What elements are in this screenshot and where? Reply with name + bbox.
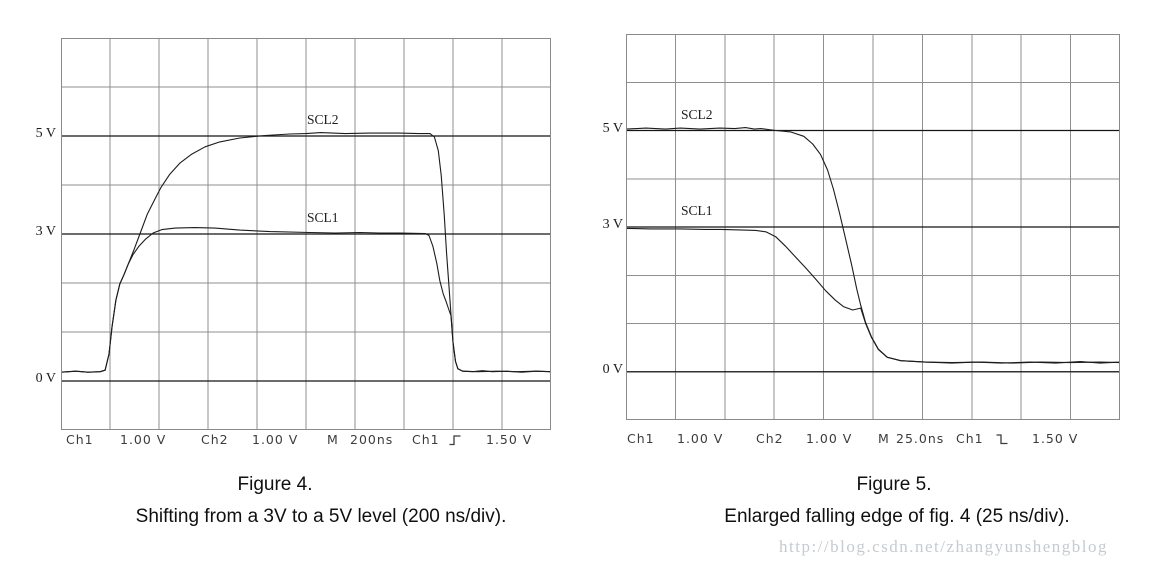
scope-grid-figure-4 xyxy=(61,38,551,430)
trace-label-scl1: SCL1 xyxy=(681,203,713,218)
readout-ch1-label: Ch1 xyxy=(627,431,655,446)
y-axis-label-5v: 5 V xyxy=(35,126,56,141)
y-axis-label-0v: 0 V xyxy=(35,371,56,386)
readout-trigger-source: Ch1 xyxy=(956,431,984,446)
y-axis-label-3v: 3 V xyxy=(35,224,56,239)
y-axis-label-3v: 3 V xyxy=(602,217,623,232)
readout-timebase-label: M xyxy=(327,432,339,447)
readout-timebase-scale: 200ns xyxy=(350,432,394,447)
readout-trigger-level: 1.50 V xyxy=(486,432,533,447)
y-axis-label-0v: 0 V xyxy=(602,362,623,377)
figure-4-caption-title: Figure 4. xyxy=(237,474,313,495)
readout-ch2-scale: 1.00 V xyxy=(806,431,853,446)
readout-ch1-label: Ch1 xyxy=(66,432,94,447)
rising-edge-trigger-icon xyxy=(448,433,462,452)
watermark-url: http://blog.csdn.net/zhangyunshengblog xyxy=(779,537,1108,556)
readout-ch2-label: Ch2 xyxy=(201,432,229,447)
readout-ch1-scale: 1.00 V xyxy=(120,432,167,447)
scope-grid-figure-5 xyxy=(626,34,1120,420)
readout-trigger-source: Ch1 xyxy=(412,432,440,447)
trace-label-scl1: SCL1 xyxy=(307,210,339,225)
readout-timebase-scale: 25.0ns xyxy=(896,431,945,446)
trace-label-scl2: SCL2 xyxy=(681,107,713,122)
y-axis-label-5v: 5 V xyxy=(602,121,623,136)
readout-timebase-label: M xyxy=(878,431,890,446)
falling-edge-trigger-icon xyxy=(995,432,1009,451)
readout-trigger-level: 1.50 V xyxy=(1032,431,1079,446)
figure-5-caption-subtitle: Enlarged falling edge of fig. 4 (25 ns/d… xyxy=(724,506,1070,527)
figure-4-caption-subtitle: Shifting from a 3V to a 5V level (200 ns… xyxy=(135,506,507,527)
readout-ch2-scale: 1.00 V xyxy=(252,432,299,447)
readout-ch2-label: Ch2 xyxy=(756,431,784,446)
readout-ch1-scale: 1.00 V xyxy=(677,431,724,446)
trace-label-scl2: SCL2 xyxy=(307,112,339,127)
figure-5-caption-title: Figure 5. xyxy=(856,474,932,495)
